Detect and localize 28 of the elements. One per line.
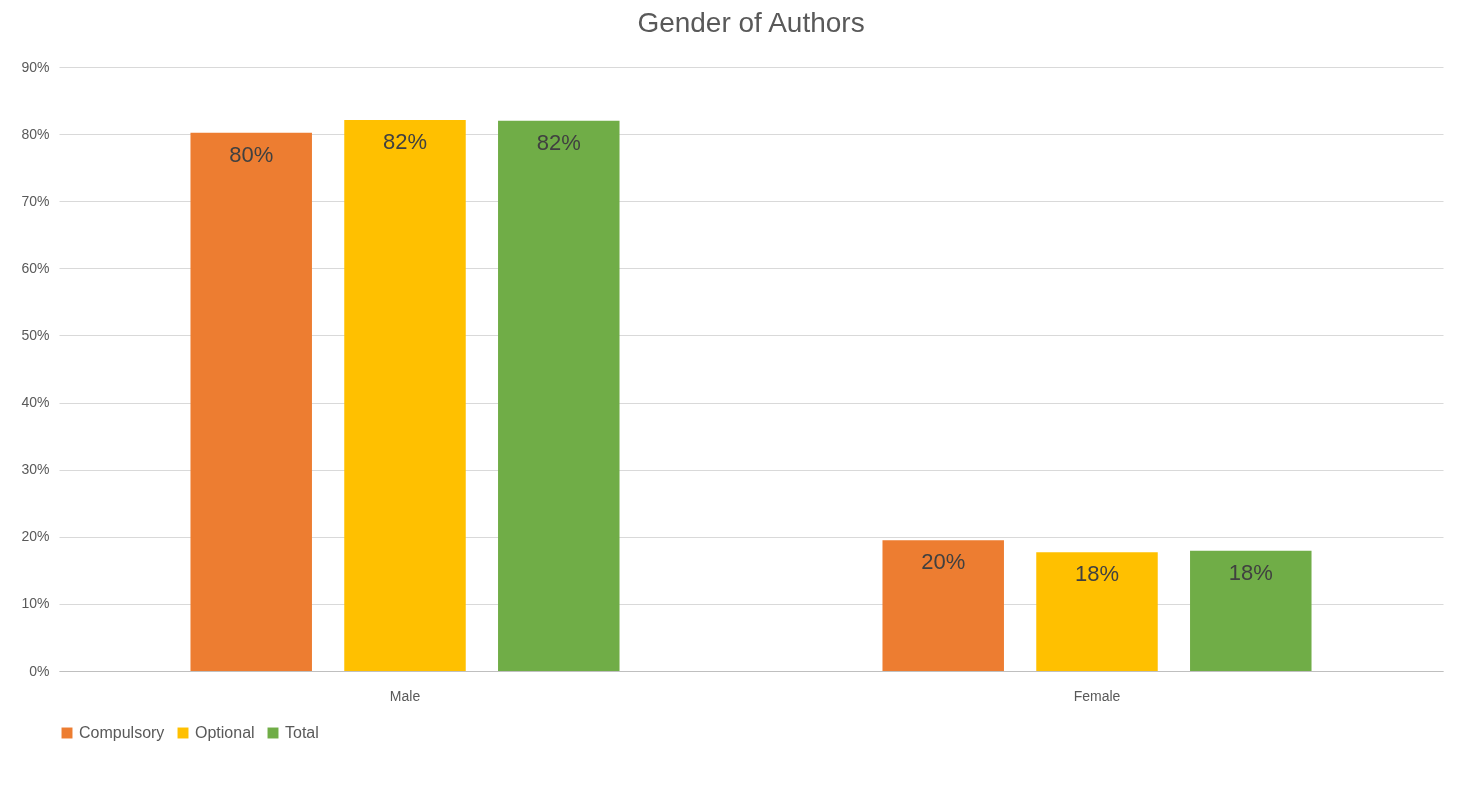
legend-label: Optional <box>195 724 255 741</box>
y-tick-label: 10% <box>21 595 50 612</box>
y-tick-label: 60% <box>21 259 50 276</box>
data-label: 18% <box>1074 561 1120 587</box>
bar <box>882 540 1004 671</box>
data-label: 82% <box>536 129 581 155</box>
bar <box>190 132 312 671</box>
bar <box>344 120 466 671</box>
y-tick-label: 70% <box>21 192 50 209</box>
data-label: 80% <box>229 141 274 167</box>
y-tick-label: 30% <box>21 461 50 478</box>
data-label: 18% <box>1228 559 1273 585</box>
legend-label: Total <box>285 724 319 741</box>
y-tick-label: 90% <box>21 58 50 75</box>
chart-title: Gender of Authors <box>637 7 865 38</box>
bar <box>498 120 620 671</box>
data-label: 82% <box>382 129 428 155</box>
bar <box>1036 552 1158 671</box>
x-tick-label: Male <box>389 687 421 704</box>
legend-label: Compulsory <box>79 724 165 741</box>
x-tick-label: Female <box>1073 687 1121 704</box>
y-tick-label: 0% <box>29 662 50 679</box>
y-tick-label: 40% <box>21 394 50 411</box>
bar <box>1190 550 1312 671</box>
y-tick-label: 50% <box>21 326 50 343</box>
data-label: 20% <box>921 549 966 575</box>
y-tick-label: 20% <box>21 528 50 545</box>
y-tick-label: 80% <box>21 125 50 142</box>
